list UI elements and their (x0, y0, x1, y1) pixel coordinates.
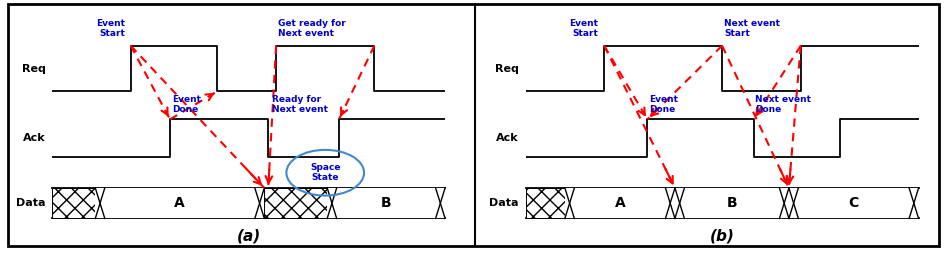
Text: Space
State: Space State (310, 163, 341, 182)
Text: Get ready for
Next event: Get ready for Next event (278, 19, 346, 38)
Text: B: B (381, 196, 391, 210)
Text: Next event
Start: Next event Start (724, 19, 780, 38)
Text: Ack: Ack (23, 133, 45, 144)
Bar (526, 188, 564, 218)
Text: Data: Data (490, 198, 519, 208)
Text: C: C (849, 196, 859, 210)
Text: Req: Req (495, 64, 519, 74)
Text: Next event
Done: Next event Done (756, 95, 812, 114)
Text: Event
Done: Event Done (172, 95, 201, 114)
Text: Event
Start: Event Start (569, 19, 599, 38)
Bar (264, 188, 328, 218)
Text: A: A (615, 196, 625, 210)
Bar (328, 188, 445, 218)
Bar (675, 188, 789, 218)
Text: (b): (b) (709, 229, 735, 244)
Text: Req: Req (22, 64, 45, 74)
Text: Ready for
Next event: Ready for Next event (272, 95, 329, 114)
Bar (52, 188, 96, 218)
Text: Event
Done: Event Done (650, 95, 678, 114)
Bar (789, 188, 919, 218)
Text: B: B (726, 196, 737, 210)
Bar (96, 188, 264, 218)
Text: Ack: Ack (496, 133, 519, 144)
Bar (564, 188, 675, 218)
Text: (a): (a) (237, 229, 260, 244)
Text: A: A (174, 196, 186, 210)
Text: Data: Data (16, 198, 45, 208)
Text: Event
Start: Event Start (96, 19, 125, 38)
